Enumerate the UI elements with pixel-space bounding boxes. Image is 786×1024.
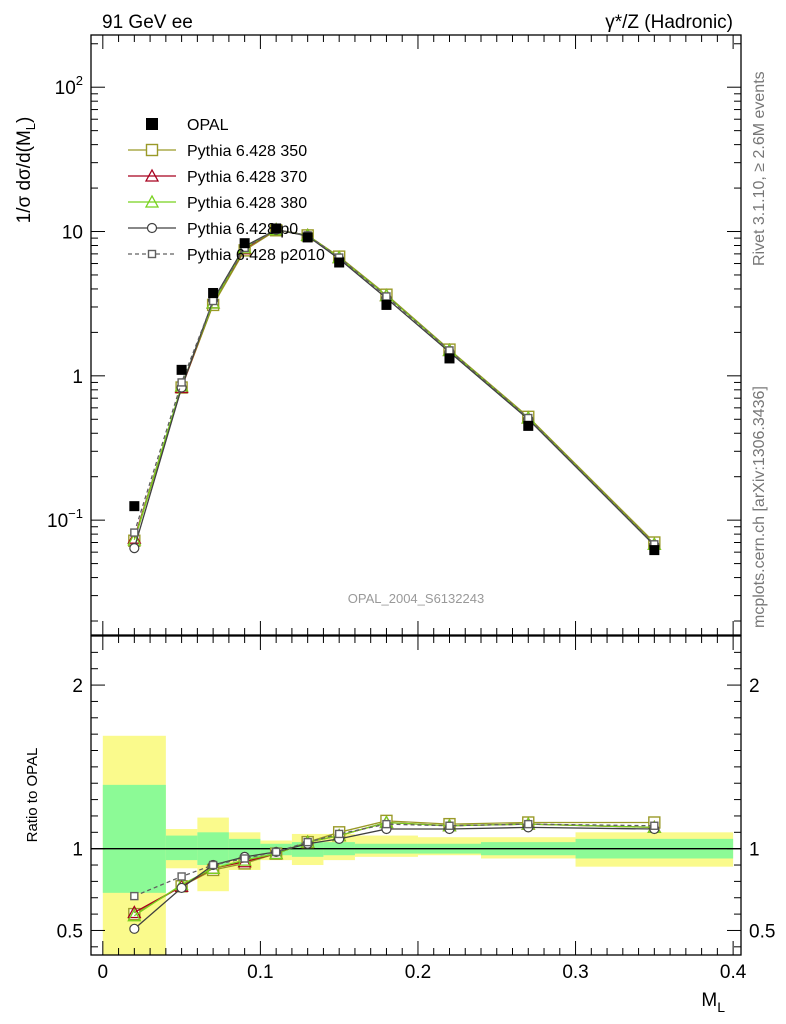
legend-label-p370: Pythia 6.428 370: [187, 169, 307, 186]
ratio-y-tick-label-right: 1: [749, 840, 760, 861]
main-y-label-close: ): [14, 117, 35, 123]
x-tick-label: 0.1: [247, 962, 273, 983]
ratio-p2010-point: [334, 829, 344, 839]
data-point: [239, 238, 250, 249]
main-p2010-point: [445, 346, 454, 355]
ratio-y-tick-label: 1: [72, 840, 83, 861]
x-tick-label: 0.3: [562, 962, 588, 983]
data-point: [523, 420, 534, 431]
analysis-watermark: OPAL_2004_S6132243: [348, 591, 484, 606]
main-y-tick-base: 10: [62, 223, 83, 244]
main-p2010-point: [208, 296, 218, 306]
x-tick-label: 0.2: [405, 962, 431, 983]
main-y-label-text: 1/σ dσ/d(M: [14, 130, 35, 223]
header-right-suffix: (Hadronic): [639, 12, 733, 33]
ratio-p2010-point: [650, 821, 659, 830]
main-y-tick-base: 1: [72, 367, 83, 388]
ratio-p2010-point: [240, 854, 249, 863]
data-point: [334, 257, 345, 268]
ratio-y-label: Ratio to OPAL: [24, 748, 41, 843]
main-p370-line: [133, 228, 655, 545]
ratio-p2010-point: [382, 819, 391, 829]
data-point: [649, 545, 660, 556]
ratio-frame: [90, 635, 742, 956]
ratio-p2010-point: [130, 891, 139, 901]
ratio-plot-area: [91, 735, 741, 955]
data-point: [129, 501, 140, 512]
data-point: [208, 287, 219, 298]
mcplots-label: mcplots.cern.ch [arXiv:1306.3436]: [751, 386, 768, 628]
main-y-tick-base: 10: [47, 511, 68, 532]
legend-label-p350: Pythia 6.428 350: [187, 143, 307, 160]
data-point: [271, 223, 282, 234]
ratio-p0-point: [176, 882, 187, 894]
main-y-tick-base: 10: [55, 78, 76, 99]
main-y-tick-exp: −1: [68, 506, 83, 521]
legend-label-p0: Pythia 6.428 p0: [187, 221, 298, 238]
ratio-p2010-point: [271, 847, 281, 857]
legend-label-p380: Pythia 6.428 380: [187, 195, 307, 212]
header-left: 91 GeV ee: [102, 12, 193, 33]
legend-marker-p380: [144, 194, 160, 208]
main-p0-line: [133, 228, 655, 549]
legend-marker-data: [146, 118, 158, 130]
header-right-prefix: γ*/Z: [605, 12, 639, 33]
main-y-label: 1/σ dσ/d(ML): [14, 117, 38, 224]
ratio-band-green: [102, 784, 166, 893]
x-tick-label: 0: [98, 962, 109, 983]
legend-label-data: OPAL: [187, 117, 229, 134]
ratio-p370-point: [127, 905, 142, 919]
ratio-y-tick-label: 0.5: [57, 921, 83, 942]
main-y-tick-exp: 2: [76, 73, 83, 88]
ratio-panel: 0.5 0.5 1 1 2 2 0 0.1 0.2 0.3 0.4: [57, 635, 775, 983]
main-plot-area: [127, 222, 662, 556]
main-y-label-sub: L: [23, 123, 38, 130]
main-y-tick-label: 1: [72, 367, 83, 388]
ratio-y-tick-label: 2: [72, 676, 83, 697]
x-axis-label: ML: [701, 990, 725, 1015]
legend-label-p2010: Pythia 6.428 p2010: [187, 247, 325, 264]
ratio-p2010-point: [303, 837, 312, 847]
rivet-label: Rivet 3.1.10, ≥ 2.6M events: [751, 71, 768, 266]
main-y-tick-label: 10−1: [47, 506, 83, 532]
x-tick-label: 0.4: [720, 962, 747, 983]
x-axis-label-sub: L: [717, 999, 725, 1015]
ratio-p2010-point: [445, 821, 454, 830]
ratio-p2010-point: [208, 860, 218, 870]
legend-marker-p0: [146, 222, 158, 234]
main-y-tick-label: 102: [55, 73, 83, 99]
ratio-p2010-point: [524, 819, 533, 829]
x-axis-label-text: M: [701, 990, 717, 1011]
header-right: γ*/Z (Hadronic): [605, 12, 733, 33]
main-p2010-point: [382, 292, 391, 301]
legend: OPAL Pythia 6.428 350 Pythia 6.428 370 Pyth…: [128, 117, 325, 264]
main-p0-point: [129, 543, 140, 554]
main-y-tick-label: 10: [62, 223, 83, 244]
ratio-p2010-point: [177, 872, 186, 881]
data-point: [302, 232, 313, 243]
legend-marker-p2010: [147, 249, 157, 259]
main-p2010-point: [524, 413, 533, 423]
legend-marker-p350: [145, 143, 159, 157]
ratio-y-tick-label-right: 2: [749, 676, 760, 697]
ratio-p0-point: [129, 923, 140, 934]
data-point: [176, 364, 187, 375]
data-point: [381, 299, 392, 310]
main-p2010-line: [133, 228, 655, 545]
main-p350-line: [133, 229, 655, 543]
ratio-band-green: [228, 838, 261, 861]
main-frame: [90, 34, 742, 636]
main-p2010-point: [130, 528, 139, 537]
ratio-y-tick-label-right: 0.5: [749, 921, 775, 942]
legend-marker-p370: [144, 168, 160, 182]
ratio-band-green: [165, 835, 198, 861]
ratio-p380-point: [127, 908, 142, 922]
main-p380-line: [133, 228, 655, 545]
main-p2010-point: [177, 378, 186, 387]
data-point: [444, 353, 455, 364]
